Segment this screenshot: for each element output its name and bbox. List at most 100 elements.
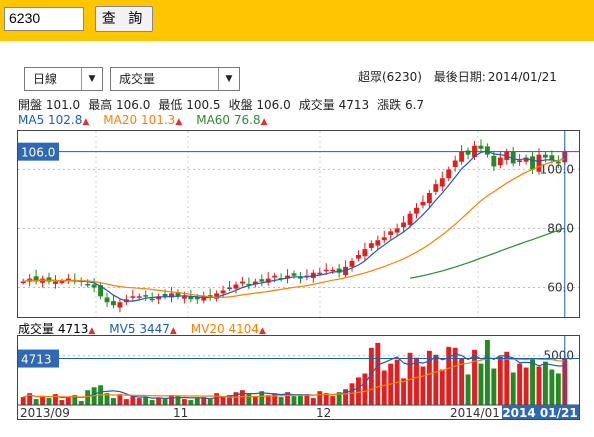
volume-bar bbox=[555, 373, 561, 405]
candle bbox=[207, 295, 213, 297]
volume-bar bbox=[420, 366, 426, 405]
volume-bar bbox=[175, 396, 181, 405]
candle bbox=[446, 169, 452, 179]
volume-bar bbox=[426, 350, 432, 405]
candle bbox=[407, 213, 413, 225]
ma5-line bbox=[23, 150, 566, 302]
volume-bar bbox=[27, 393, 33, 405]
volume-bar bbox=[497, 356, 503, 405]
volume-bar bbox=[207, 399, 213, 405]
volume-bar bbox=[53, 394, 58, 405]
candle bbox=[117, 302, 123, 308]
stock-code-input[interactable]: 6230 bbox=[4, 7, 84, 31]
current-volume-tag bbox=[18, 349, 59, 368]
volume-bar bbox=[59, 400, 65, 405]
x-tick-label: 12 bbox=[316, 406, 331, 419]
candle bbox=[20, 281, 26, 284]
volume-bar bbox=[233, 392, 239, 405]
volume-bar bbox=[452, 347, 458, 405]
period-select-value: 日線 bbox=[33, 72, 58, 86]
candle bbox=[111, 301, 116, 306]
volume-bar bbox=[252, 396, 258, 405]
volume-bar bbox=[433, 354, 439, 405]
volume-bar bbox=[542, 361, 548, 405]
ma20-line bbox=[23, 158, 565, 299]
volume-bar bbox=[130, 396, 136, 405]
ma-item: MA20 101.3▲ bbox=[103, 113, 182, 127]
volume-bar bbox=[491, 368, 497, 405]
candle bbox=[201, 296, 207, 301]
candle bbox=[59, 281, 65, 284]
mv20-line bbox=[23, 357, 565, 398]
candle bbox=[497, 157, 503, 166]
volume-bar bbox=[214, 393, 220, 405]
candle bbox=[143, 295, 149, 297]
current-volume-label: 4713 bbox=[21, 353, 52, 367]
candle bbox=[162, 293, 168, 297]
candle bbox=[259, 279, 265, 282]
volume-bar bbox=[459, 358, 465, 405]
period-select[interactable]: 日線 ▼ bbox=[24, 67, 103, 91]
ma-item: MV5 3447▲ bbox=[109, 322, 176, 336]
candle bbox=[336, 268, 342, 273]
candle bbox=[46, 277, 52, 282]
candle bbox=[394, 228, 400, 233]
indicator-select-value: 成交量 bbox=[119, 72, 156, 86]
ma-item: MA60 76.8▲ bbox=[196, 113, 267, 127]
volume-bar bbox=[375, 342, 381, 405]
volume-bar bbox=[169, 395, 174, 405]
candle bbox=[542, 154, 548, 158]
query-button[interactable]: 查 詢 bbox=[95, 6, 153, 32]
volume-bar bbox=[517, 363, 523, 405]
up-arrow-icon: ▲ bbox=[88, 326, 96, 336]
volume-bar bbox=[446, 346, 452, 405]
volume-bar bbox=[362, 373, 368, 405]
candle bbox=[452, 160, 458, 168]
volume-bar bbox=[401, 378, 407, 405]
candle bbox=[555, 161, 561, 164]
up-arrow-icon: ▲ bbox=[169, 326, 177, 336]
x-tick-label: 2013/09 bbox=[20, 406, 70, 419]
candle bbox=[136, 296, 142, 298]
candle bbox=[362, 249, 368, 257]
ohlc-label: 收盤 bbox=[228, 98, 257, 112]
chevron-down-icon: ▼ bbox=[218, 68, 239, 90]
price-tick-label: 100.0 bbox=[540, 162, 574, 176]
volume-bar bbox=[523, 367, 529, 405]
volume-chart[interactable]: 5000 4713 2013/09 11 12 2014/01 2014 01/21 bbox=[17, 335, 580, 420]
price-tick-label: 60.0 bbox=[547, 280, 574, 294]
ma-value: 101.3 bbox=[140, 113, 176, 127]
up-arrow-icon: ▲ bbox=[82, 117, 90, 127]
candle bbox=[297, 276, 303, 279]
volume-bar bbox=[414, 357, 419, 405]
candle bbox=[323, 269, 329, 272]
candle bbox=[484, 146, 490, 155]
candle bbox=[510, 151, 516, 164]
volume-bar bbox=[259, 391, 265, 405]
stock-name: 超眾(6230) bbox=[358, 70, 422, 84]
volume-bar bbox=[330, 396, 336, 405]
up-arrow-icon: ▲ bbox=[260, 117, 268, 127]
volume-bar bbox=[65, 397, 71, 405]
top-bar: 6230 查 詢 bbox=[0, 0, 594, 41]
volume-bar bbox=[194, 398, 200, 405]
indicator-select[interactable]: 成交量 ▼ bbox=[110, 67, 240, 91]
volume-bar bbox=[143, 397, 149, 405]
candle bbox=[523, 157, 529, 162]
ohlc-value: 4713 bbox=[338, 98, 370, 112]
volume-bar bbox=[349, 383, 355, 405]
candle bbox=[156, 296, 162, 300]
volume-bar bbox=[317, 391, 323, 405]
ma-value: 4713 bbox=[57, 322, 89, 336]
candle bbox=[194, 296, 200, 300]
candle bbox=[439, 178, 445, 187]
ma-line: MA5 102.8▲ MA20 101.3▲ MA60 76.8▲ bbox=[18, 113, 282, 127]
cursor-date-tag bbox=[502, 405, 579, 419]
volume-bar bbox=[310, 398, 316, 405]
price-chart[interactable]: 60.0 80.0 100.0 106.0 bbox=[17, 130, 580, 318]
volume-bar bbox=[291, 396, 297, 405]
candle bbox=[517, 160, 523, 163]
volume-bar bbox=[272, 393, 278, 405]
chevron-down-icon: ▼ bbox=[81, 68, 102, 90]
candle bbox=[491, 155, 497, 167]
